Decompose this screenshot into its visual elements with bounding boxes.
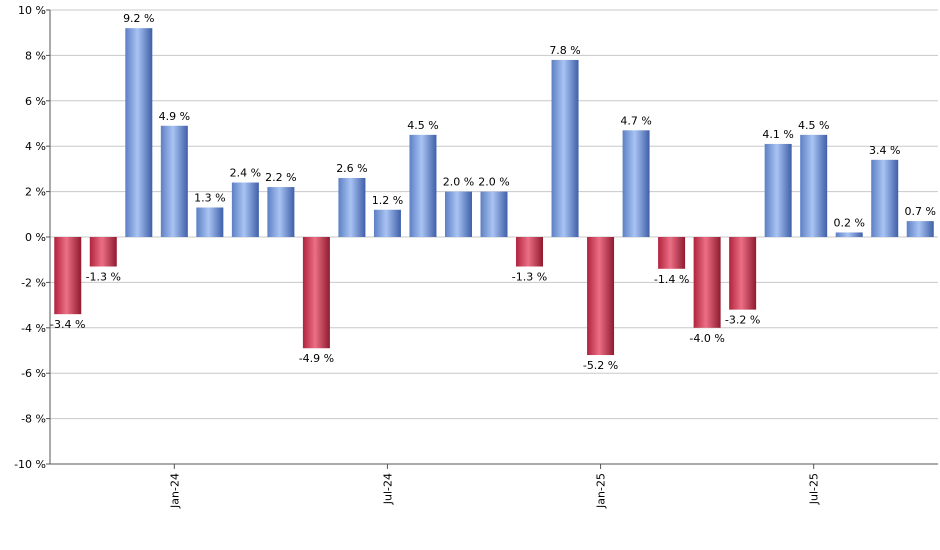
x-tick-label: Jan-24 xyxy=(168,473,181,509)
y-tick-label: -10 % xyxy=(14,458,46,471)
bar-may-24 xyxy=(302,237,330,349)
bar-oct-24 xyxy=(480,191,508,237)
y-tick-label: -6 % xyxy=(21,367,46,380)
bar-feb-24 xyxy=(196,207,224,237)
bar-mar-24 xyxy=(231,182,259,237)
bar-apr-25 xyxy=(693,237,721,328)
bar-aug-24 xyxy=(409,134,437,237)
bar-mar-25 xyxy=(658,237,686,269)
bar-dec-24 xyxy=(551,59,579,237)
bar-oct-25 xyxy=(906,221,934,237)
bar-jul-24 xyxy=(373,209,401,237)
bars xyxy=(54,28,934,356)
y-tick-label: 10 % xyxy=(18,4,46,17)
x-tick-label: Jul-25 xyxy=(808,473,821,505)
data-label: 2.0 % xyxy=(478,176,509,189)
bar-apr-24 xyxy=(267,187,295,237)
x-axis: Jan-24 Jul-24 Jan-25 Jul-25 xyxy=(50,463,938,509)
bar-jul-25 xyxy=(800,134,828,237)
y-tick-label: 0 % xyxy=(25,231,46,244)
bar-nov-24 xyxy=(516,237,544,267)
data-label: 7.8 % xyxy=(549,44,580,57)
bar-sep-24 xyxy=(444,191,472,237)
data-label: -1.3 % xyxy=(512,271,547,284)
bar-aug-25 xyxy=(835,232,863,237)
x-tick-label: Jan-25 xyxy=(595,473,608,509)
data-label: 3.4 % xyxy=(869,144,900,157)
data-label: 4.7 % xyxy=(620,114,651,127)
data-label: 1.3 % xyxy=(194,191,225,204)
bar-dec-23 xyxy=(125,28,153,237)
data-label: 4.1 % xyxy=(762,128,793,141)
y-tick-label: 2 % xyxy=(25,186,46,199)
data-label: 1.2 % xyxy=(372,194,403,207)
data-label: 9.2 % xyxy=(123,12,154,25)
bar-jun-24 xyxy=(338,177,366,237)
y-axis: -10 % -8 % -6 % -4 % -2 % 0 % 2 % 4 % 6 % 8 % 10 % xyxy=(14,4,51,471)
data-label: 0.7 % xyxy=(905,205,936,218)
bar-jan-25 xyxy=(587,237,615,356)
bar-jan-24 xyxy=(160,125,188,237)
bar-may-25 xyxy=(729,237,757,310)
data-label: 2.4 % xyxy=(230,167,261,180)
data-label: -1.3 % xyxy=(86,271,121,284)
y-tick-label: -2 % xyxy=(21,276,46,289)
y-tick-label: 8 % xyxy=(25,49,46,62)
y-tick-label: -8 % xyxy=(21,413,46,426)
data-label: 2.0 % xyxy=(443,176,474,189)
data-label: 4.5 % xyxy=(798,119,829,132)
x-tick-label: Jul-24 xyxy=(381,473,394,505)
bar-nov-23 xyxy=(89,237,117,267)
y-tick-label: 6 % xyxy=(25,95,46,108)
data-label: 2.6 % xyxy=(336,162,367,175)
data-label: -3.2 % xyxy=(725,314,760,327)
data-label: -3.4 % xyxy=(50,318,85,331)
data-label: -4.9 % xyxy=(299,352,334,365)
data-label: -1.4 % xyxy=(654,273,689,286)
y-tick-label: -4 % xyxy=(21,322,46,335)
data-label: -4.0 % xyxy=(689,332,724,345)
y-tick-label: 4 % xyxy=(25,140,46,153)
data-label: 4.9 % xyxy=(159,110,190,123)
data-label: 0.2 % xyxy=(833,216,864,229)
data-label: -5.2 % xyxy=(583,359,618,372)
data-label: 2.2 % xyxy=(265,171,296,184)
data-label: 4.5 % xyxy=(407,119,438,132)
data-labels: -3.4 % -1.3 % 9.2 % 4.9 % 1.3 % 2.4 % 2.2 % -4.… xyxy=(50,12,936,372)
bar-oct-23 xyxy=(54,237,82,315)
bar-sep-25 xyxy=(871,159,899,237)
bar-feb-25 xyxy=(622,130,650,237)
bar-jun-25 xyxy=(764,143,792,237)
